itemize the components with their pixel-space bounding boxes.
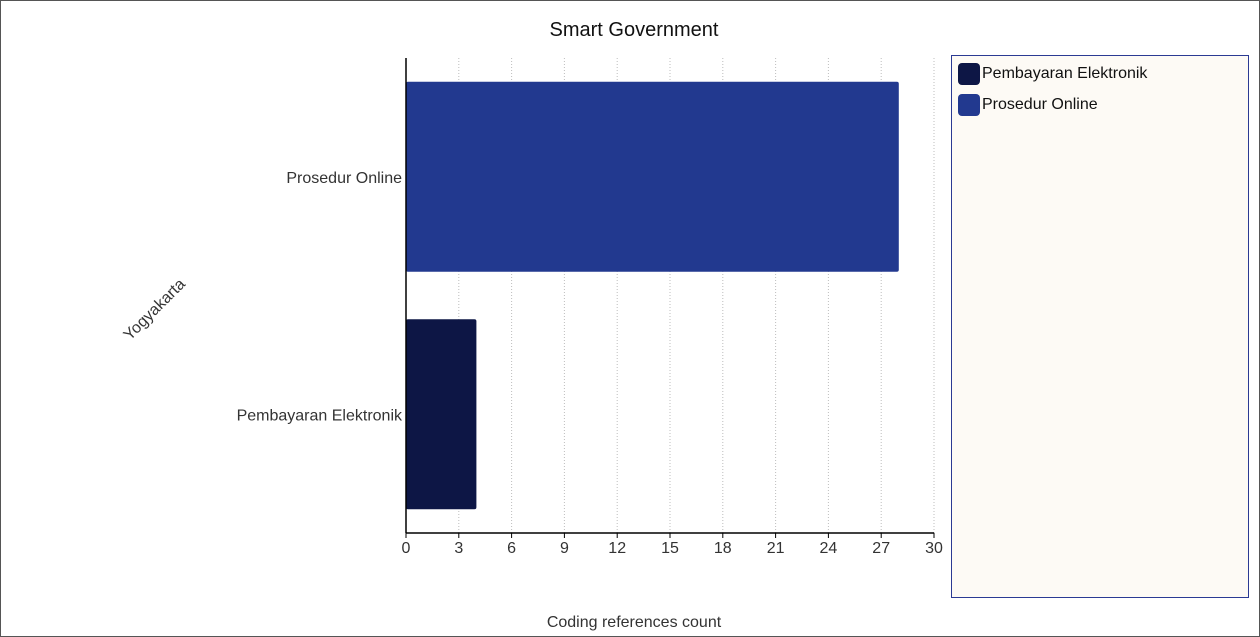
chart-title: Smart Government: [550, 19, 719, 41]
x-tick-label: 24: [820, 540, 838, 557]
x-tick-label: 0: [402, 540, 411, 557]
x-tick-label: 15: [661, 540, 679, 557]
x-tick-label: 9: [560, 540, 569, 557]
axes: [405, 58, 934, 534]
legend-label: Pembayaran Elektronik: [982, 65, 1148, 82]
x-axis-label: Coding references count: [547, 614, 722, 631]
x-tick-label: 21: [767, 540, 785, 557]
group-label: Yogyakarta: [121, 276, 189, 344]
bar-prosedur-online[interactable]: [406, 81, 899, 272]
category-label: Prosedur Online: [286, 170, 402, 187]
x-tick-label: 12: [608, 540, 626, 557]
category-label: Pembayaran Elektronik: [237, 407, 403, 424]
legend-item-pembayaran[interactable]: Pembayaran Elektronik: [958, 62, 1147, 86]
tick-labels: 0 3 6 9 12 15 18 21 24 27 30: [402, 540, 943, 557]
x-tick-label: 18: [714, 540, 732, 557]
x-tick-label: 30: [925, 540, 943, 557]
legend: Pembayaran Elektronik Prosedur Online: [951, 55, 1249, 598]
legend-swatch: [958, 94, 980, 116]
x-tick-label: 3: [454, 540, 463, 557]
bar-pembayaran-elektronik[interactable]: [406, 319, 477, 510]
grid-lines: [405, 58, 935, 538]
legend-label: Prosedur Online: [982, 96, 1098, 113]
bars: [406, 81, 899, 510]
legend-item-prosedur[interactable]: Prosedur Online: [958, 93, 1098, 117]
x-tick-label: 6: [507, 540, 516, 557]
category-labels: Prosedur Online Pembayaran Elektronik: [237, 170, 403, 425]
legend-swatch: [958, 63, 980, 85]
x-tick-label: 27: [872, 540, 890, 557]
